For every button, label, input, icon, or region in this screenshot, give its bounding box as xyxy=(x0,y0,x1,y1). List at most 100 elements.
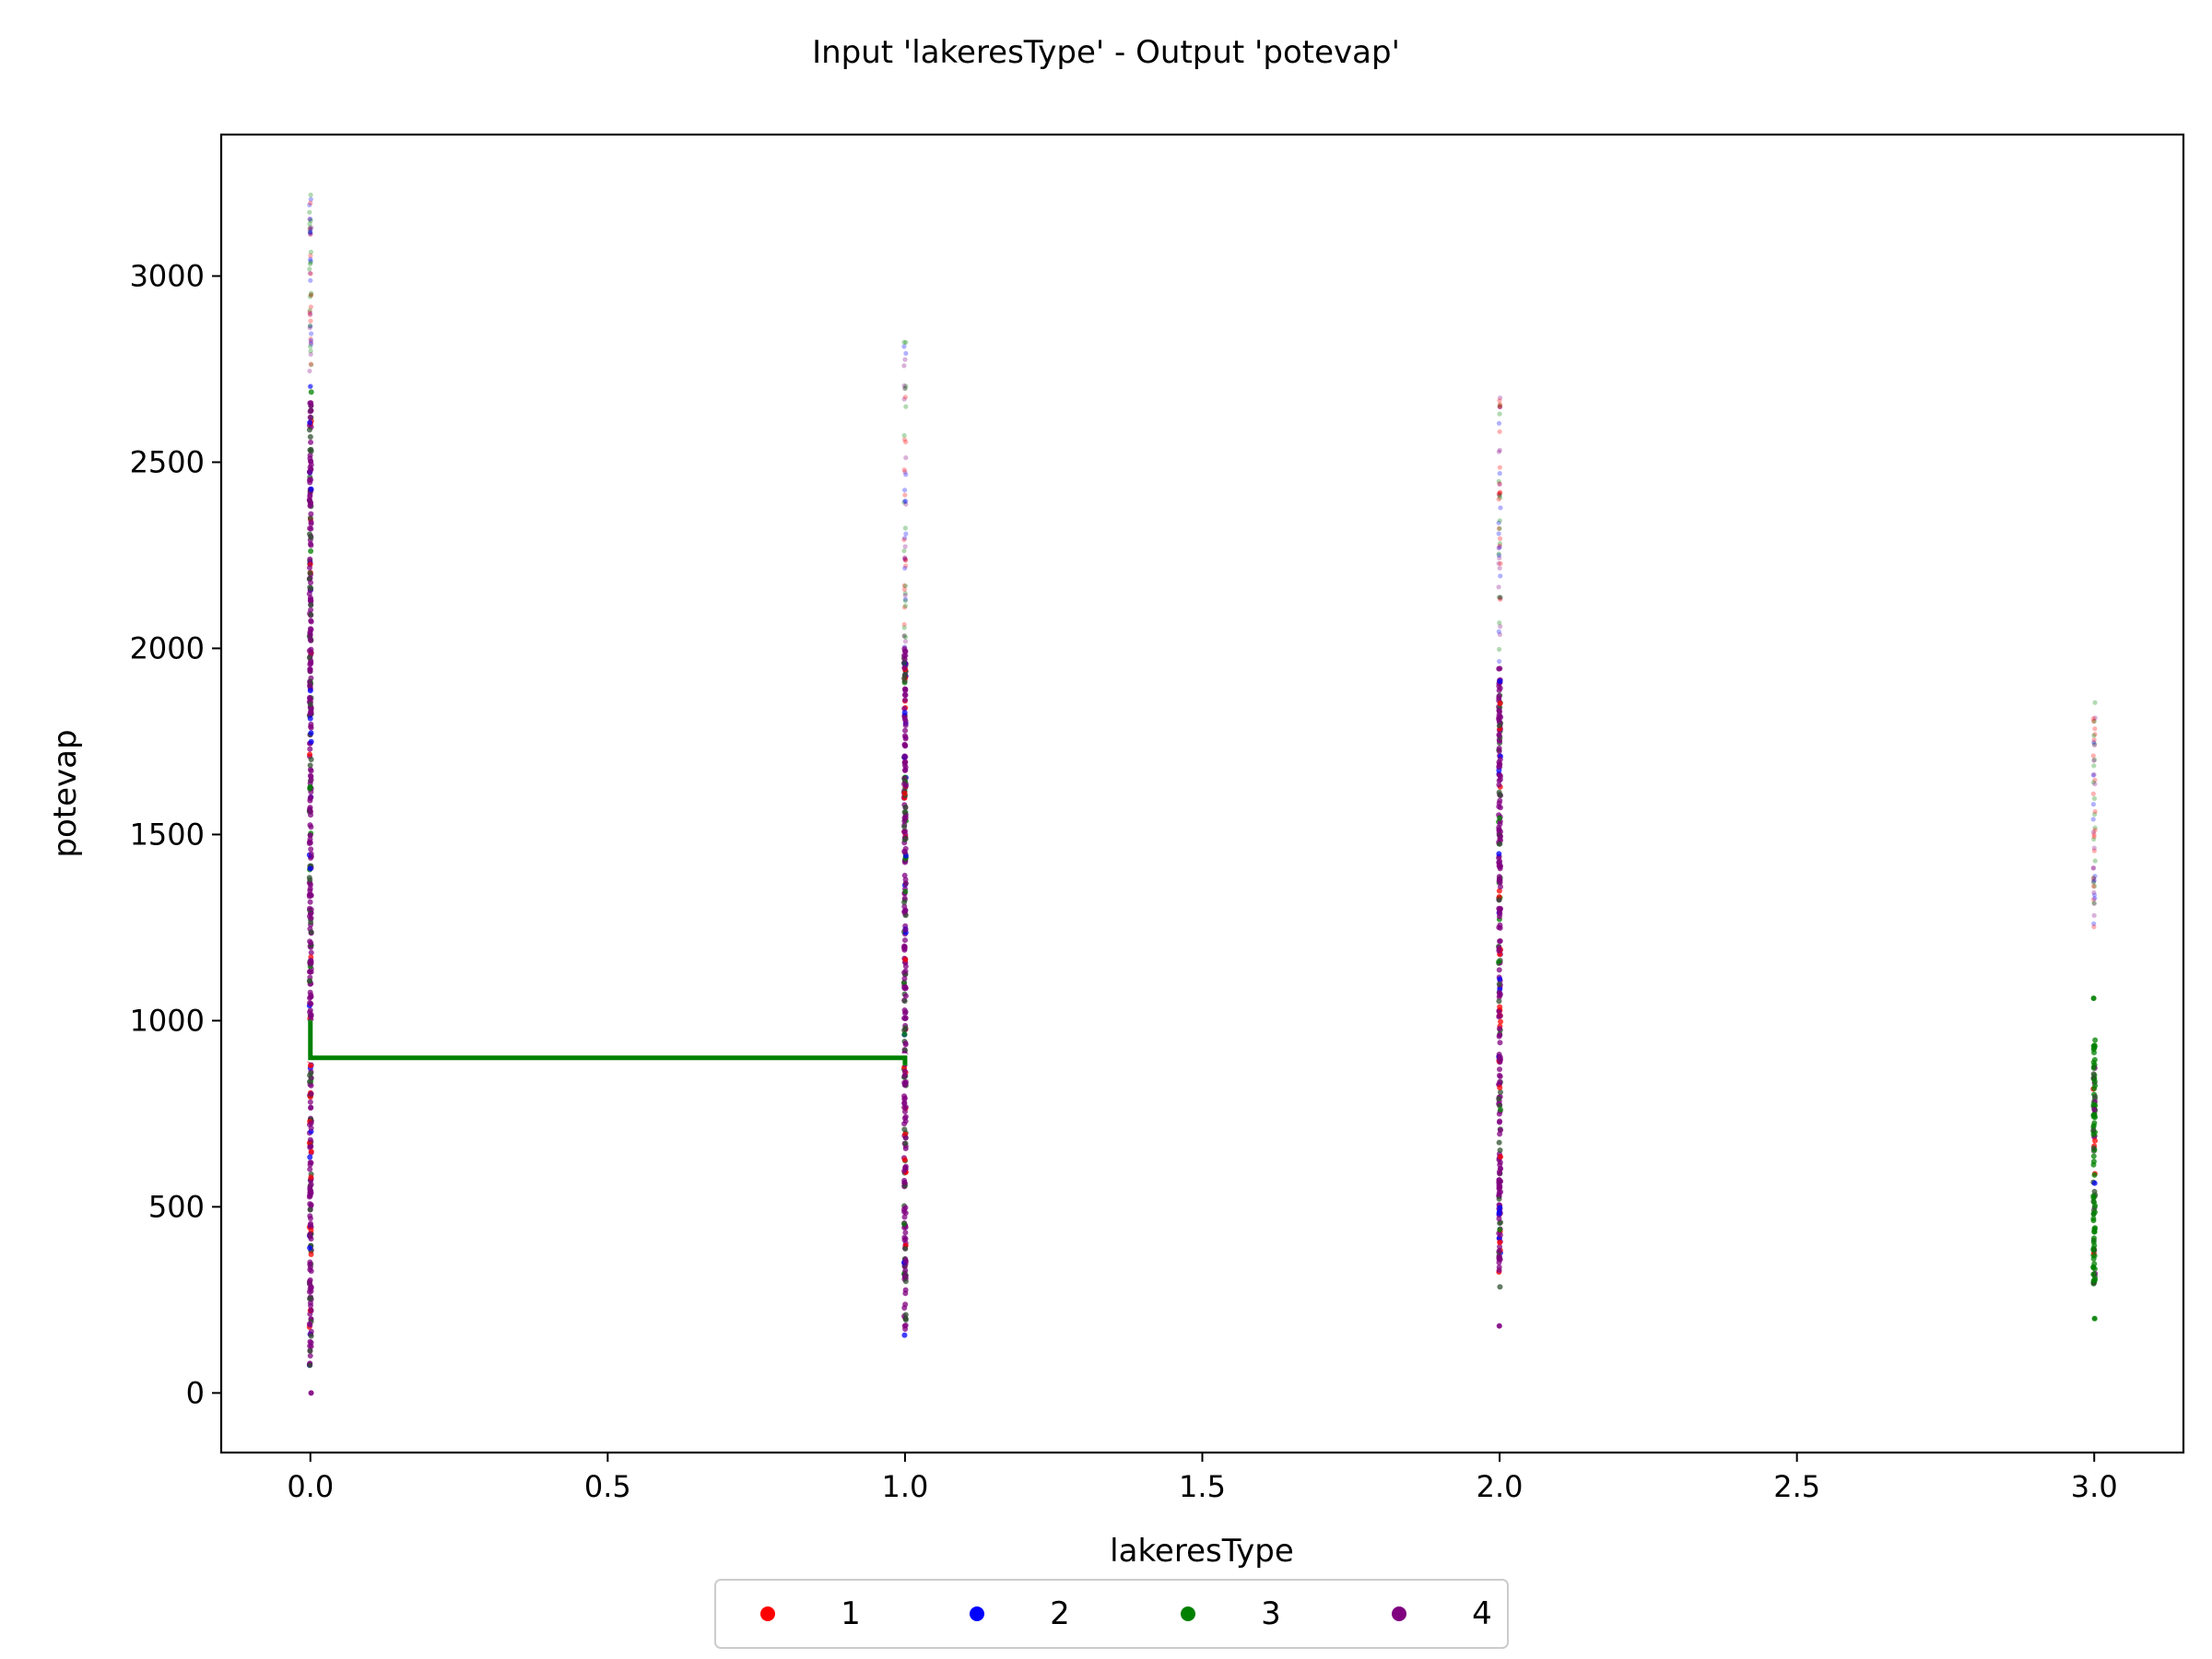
scatter-point xyxy=(308,258,313,264)
scatter-point xyxy=(1496,947,1502,953)
scatter-point xyxy=(901,1304,908,1311)
scatter-point xyxy=(1497,1057,1503,1064)
y-tick-label: 2500 xyxy=(130,444,205,479)
scatter-point xyxy=(2091,733,2097,738)
scatter-point xyxy=(1497,884,1503,890)
scatter-point xyxy=(308,1105,314,1112)
legend-label: 2 xyxy=(1050,1595,1070,1632)
scatter-point xyxy=(902,1009,909,1016)
scatter-point xyxy=(1496,1248,1502,1254)
scatter-point xyxy=(901,1272,908,1278)
scatter-point xyxy=(2092,828,2098,833)
x-tick-label: 1.0 xyxy=(881,1469,928,1504)
scatter-point xyxy=(901,344,907,349)
scatter-point xyxy=(307,1189,313,1195)
scatter-point xyxy=(1496,1139,1502,1146)
scatter-point xyxy=(902,957,909,963)
scatter-point xyxy=(1497,535,1503,541)
scatter-point xyxy=(902,544,908,549)
scatter-point xyxy=(2091,757,2098,762)
scatter-point xyxy=(901,363,907,369)
chart-title: Input 'lakeresType' - Output 'potevap' xyxy=(812,34,1400,71)
scatter-point xyxy=(308,200,313,206)
scatter-point xyxy=(308,949,314,956)
scatter-point xyxy=(902,394,908,400)
scatter-point xyxy=(901,710,908,716)
scatter-point xyxy=(308,1252,314,1258)
scatter-point xyxy=(902,993,909,999)
scatter-point xyxy=(307,455,313,462)
scatter-point xyxy=(2092,1137,2099,1144)
scatter-point xyxy=(308,929,314,935)
scatter-point xyxy=(308,462,314,468)
scatter-point xyxy=(308,519,314,525)
scatter-point xyxy=(901,998,908,1005)
scatter-point xyxy=(308,649,314,655)
scatter-point xyxy=(307,229,312,235)
scatter-point xyxy=(2091,921,2097,926)
scatter-point xyxy=(901,829,908,835)
scatter-point xyxy=(903,501,909,507)
scatter-point xyxy=(308,1236,314,1242)
scatter-point xyxy=(2091,834,2097,840)
y-tick-label: 2000 xyxy=(130,630,205,665)
scatter-point xyxy=(901,1100,908,1107)
x-tick-label: 2.5 xyxy=(1773,1469,1820,1504)
scatter-point xyxy=(307,221,312,227)
legend-label: 3 xyxy=(1261,1595,1281,1632)
scatter-point xyxy=(902,556,908,561)
scatter-point xyxy=(901,944,908,950)
scatter-point xyxy=(902,525,908,531)
scatter-point xyxy=(1498,1127,1504,1134)
scatter-point xyxy=(307,688,313,694)
scatter-point xyxy=(307,1259,313,1265)
scatter-point xyxy=(2090,716,2096,722)
scatter-point xyxy=(308,341,314,347)
scatter-point xyxy=(1497,447,1502,453)
scatter-point xyxy=(1497,620,1502,626)
scatter-point xyxy=(1496,552,1502,558)
scatter-point xyxy=(307,383,312,390)
scatter-point xyxy=(902,648,909,654)
scatter-point xyxy=(307,433,313,440)
scatter-point xyxy=(307,1154,313,1160)
scatter-point xyxy=(307,270,312,276)
scatter-point xyxy=(308,597,314,604)
scatter-point xyxy=(308,525,314,532)
scatter-point xyxy=(902,1163,909,1170)
scatter-point xyxy=(308,256,313,262)
scatter-point xyxy=(307,1206,313,1213)
scatter-point xyxy=(2091,741,2098,747)
scatter-point xyxy=(1498,1154,1504,1160)
scatter-point xyxy=(1497,404,1502,410)
scatter-point xyxy=(307,832,313,839)
scatter-point xyxy=(1496,723,1502,729)
scatter-point xyxy=(902,634,909,641)
scatter-point xyxy=(1497,1284,1503,1290)
scatter-point xyxy=(1497,541,1502,547)
scatter-point xyxy=(901,937,908,944)
x-axis-label: lakeresType xyxy=(1110,1533,1294,1570)
scatter-point xyxy=(308,383,313,390)
scatter-point xyxy=(307,978,313,984)
scatter-point xyxy=(2091,718,2097,724)
scatter-point xyxy=(902,1312,909,1318)
scatter-point xyxy=(2092,874,2098,879)
scatter-point xyxy=(308,730,314,736)
scatter-point xyxy=(308,548,314,555)
scatter-point xyxy=(306,531,312,537)
scatter-point xyxy=(307,202,312,207)
scatter-point xyxy=(1497,1032,1503,1039)
scatter-point xyxy=(902,1278,909,1285)
scatter-point xyxy=(308,1307,314,1313)
scatter-point xyxy=(307,696,313,702)
scatter-point xyxy=(2092,777,2098,782)
scatter-point xyxy=(901,1082,908,1088)
scatter-point xyxy=(901,1109,908,1115)
scatter-point xyxy=(1496,1216,1502,1222)
scatter-point xyxy=(307,1007,313,1014)
scatter-point xyxy=(1496,716,1502,723)
scatter-point xyxy=(1497,665,1503,672)
scatter-point xyxy=(901,872,908,878)
scatter-point xyxy=(902,697,909,703)
